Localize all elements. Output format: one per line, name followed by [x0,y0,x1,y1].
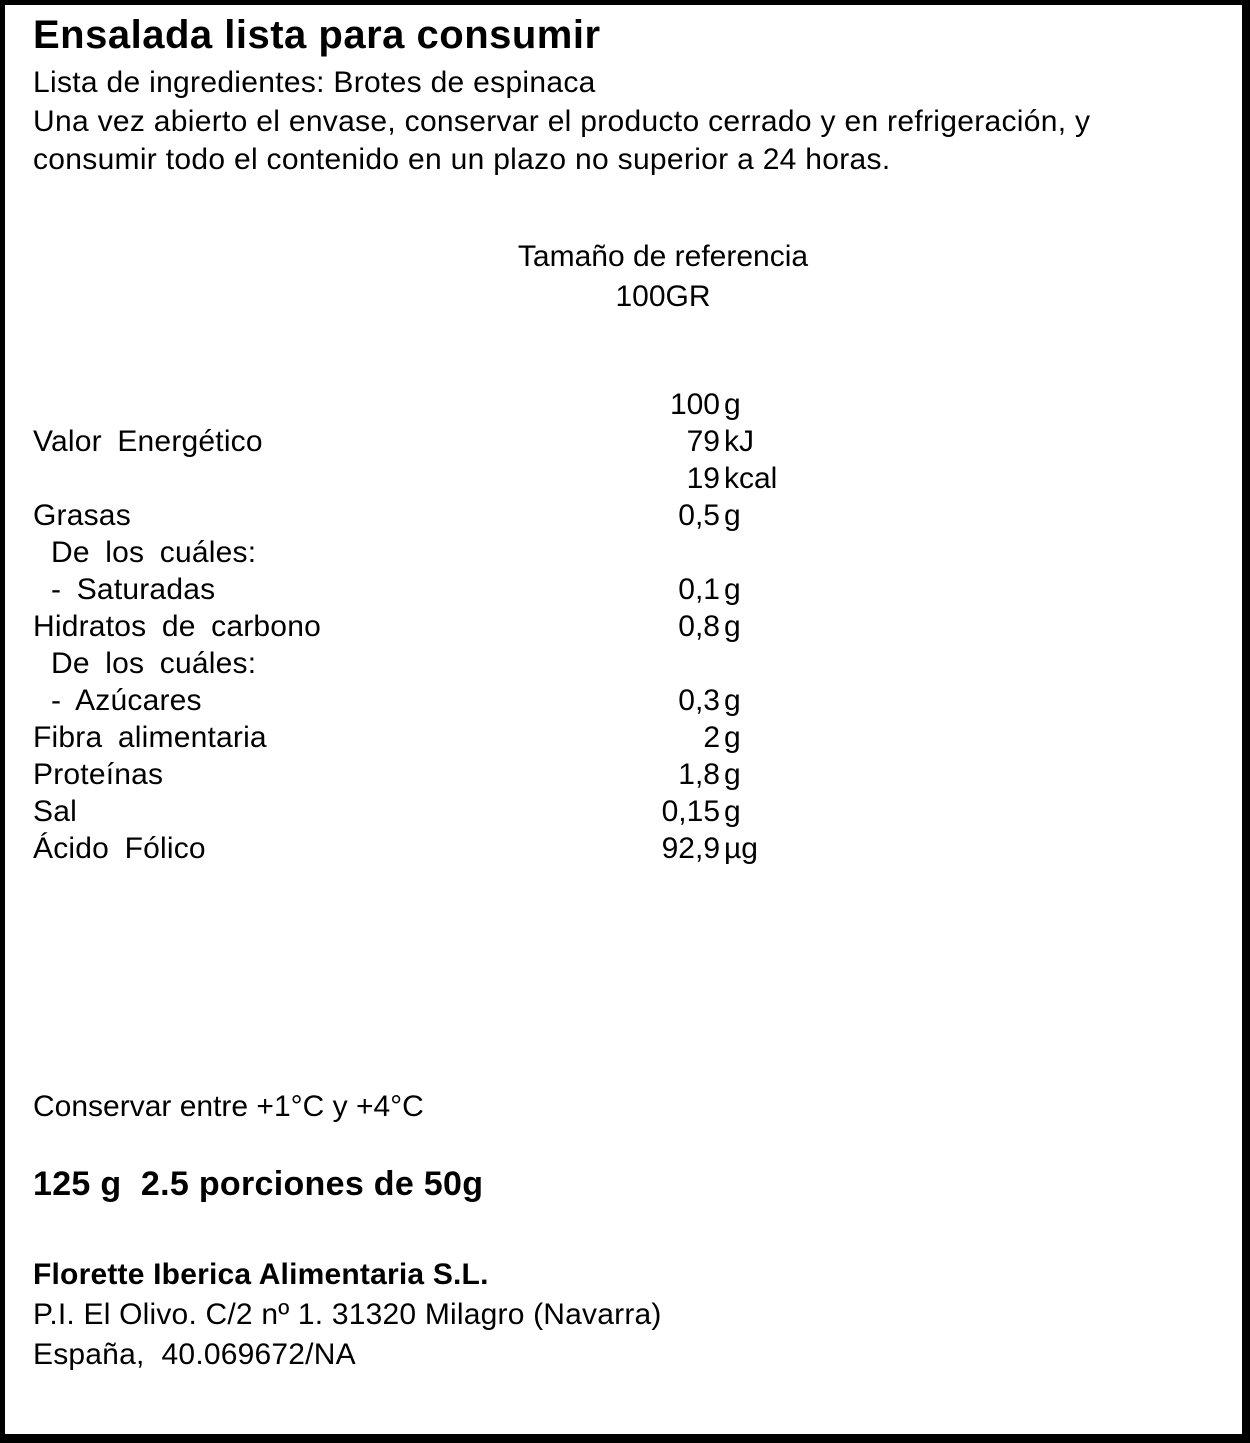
nutrient-value: 92,9 [661,832,720,865]
nutrient-unit: g [724,721,741,754]
nutrition-row: Grasas 0,5 g [33,497,777,534]
nutrient-value: 1,8 [678,758,720,791]
nutrient-unit: g [724,573,741,606]
nutrient-unit [720,534,724,571]
column-header-unit: g [724,388,741,421]
column-header-amount: 100 [669,388,720,421]
manufacturer-registration: España, 40.069672/NA [33,1338,356,1371]
nutrient-value: 2 [703,721,720,754]
nutrition-row: Ácido Fólico 92,9 µg [33,830,777,867]
nutrition-row: Valor Energético 79 kJ [33,423,777,460]
net-weight-line: 125 g 2.5 porciones de 50g [33,1165,484,1203]
nutrient-value [553,534,720,571]
nutrient-label: Proteínas [33,758,164,791]
nutrient-label: Fibra alimentaria [33,721,267,754]
nutrition-row: - Saturadas 0,1 g [33,571,777,608]
manufacturer-block: Florette Iberica Alimentaria S.L. P.I. E… [33,1255,662,1375]
nutrient-label: - Azúcares [51,684,202,717]
nutrient-label: Sal [33,795,77,828]
nutrient-label: - Saturadas [51,573,216,606]
product-title: Ensalada lista para consumir [33,13,601,57]
nutrition-row: Hidratos de carbono 0,8 g [33,608,777,645]
nutrition-row: Fibra alimentaria 2 g [33,719,777,756]
nutrient-value: 19 [686,462,720,495]
nutrient-value: 0,3 [678,684,720,717]
reference-size-value: 100GR [615,280,711,313]
nutrient-value: 0,15 [661,795,720,828]
nutrient-unit: g [724,758,741,791]
nutrient-label: Grasas [33,499,131,532]
nutrition-row: De los cuáles: [33,534,777,571]
reference-size-block: Tamaño de referencia 100GR [111,237,1215,317]
nutrient-value [553,645,720,682]
nutrient-label: Hidratos de carbono [33,610,321,643]
nutrient-value: 0,1 [678,573,720,606]
nutrient-value: 79 [686,425,720,458]
nutrient-unit [720,645,724,682]
nutrient-label: Ácido Fólico [33,832,206,865]
nutrient-unit: g [724,610,741,643]
nutrient-unit: g [724,499,741,532]
nutrition-row: 19 kcal [33,460,778,497]
after-opening-note: Una vez abierto el envase, conservar el … [33,105,1091,176]
nutrient-unit: kJ [724,425,754,458]
ingredients-line: Lista de ingredientes: Brotes de espinac… [33,66,596,99]
nutrient-unit: kcal [724,462,778,495]
nutrient-label [33,460,553,497]
nutrition-row: - Azúcares 0,3 g [33,682,777,719]
nutrient-label: De los cuáles: [51,536,257,569]
nutrient-unit: µg [724,832,758,865]
nutrient-unit: g [724,684,741,717]
manufacturer-name: Florette Iberica Alimentaria S.L. [33,1258,489,1291]
nutrition-column-header: 100 g [33,386,777,423]
label-header: Ensalada lista para consumir Lista de in… [33,11,1203,179]
nutrient-unit: g [724,795,741,828]
nutrient-value: 0,5 [678,499,720,532]
manufacturer-address: P.I. El Olivo. C/2 nº 1. 31320 Milagro (… [33,1298,662,1331]
reference-size-title: Tamaño de referencia [517,240,809,273]
nutrient-label: De los cuáles: [51,647,257,680]
nutrient-label: Valor Energético [33,425,263,458]
nutrient-value: 0,8 [678,610,720,643]
nutrition-row: Sal 0,15 g [33,793,777,830]
nutrition-row: De los cuáles: [33,645,777,682]
nutrient-label [33,386,553,423]
nutrition-table: 100 g Valor Energético 79 kJ 19 kcal Gra… [33,386,777,867]
storage-temperature-note: Conservar entre +1°C y +4°C [33,1090,424,1123]
nutrition-row: Proteínas 1,8 g [33,756,777,793]
